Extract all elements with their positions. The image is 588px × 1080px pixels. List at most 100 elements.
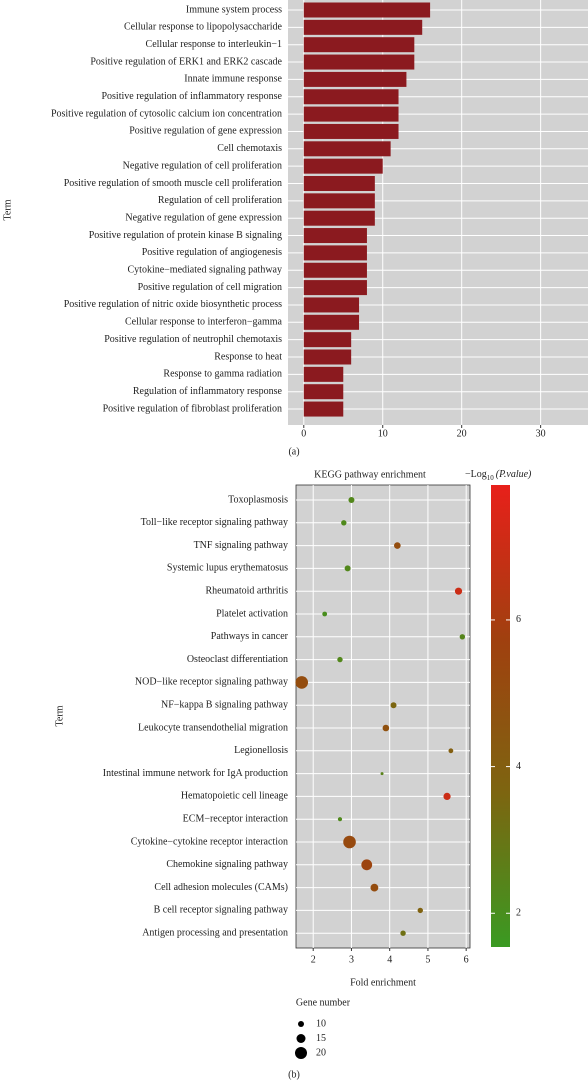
y-tick-label: Positive regulation of cell migration xyxy=(138,282,282,293)
bubble xyxy=(459,634,466,640)
bar xyxy=(303,228,367,244)
x-tick-label: 10 xyxy=(378,428,388,439)
colorbar xyxy=(491,485,510,947)
y-tick-label: Cell chemotaxis xyxy=(217,143,282,154)
y-tick-label: Positive regulation of smooth muscle cel… xyxy=(64,178,282,189)
y-tick-label: Positive regulation of fibroblast prolif… xyxy=(103,403,282,414)
bar xyxy=(303,89,399,105)
y-tick-label: Positive regulation of nitric oxide bios… xyxy=(64,299,282,310)
y-tick-label: Pathways in cancer xyxy=(211,631,289,642)
bar xyxy=(303,106,399,122)
bubble xyxy=(337,817,343,822)
bar xyxy=(303,314,360,330)
colorbar-title-prefix: −Log xyxy=(465,469,487,480)
colorbar-tick-label: 6 xyxy=(516,614,521,625)
y-axis-label: Term xyxy=(2,199,13,220)
bar xyxy=(303,384,344,400)
y-tick-label: B cell receptor signaling pathway xyxy=(154,905,288,916)
size-legend-label: 20 xyxy=(316,1047,326,1058)
bubble xyxy=(370,883,379,892)
bubble xyxy=(448,748,454,754)
caption: (a) xyxy=(288,446,299,457)
y-tick-label: ECM−receptor interaction xyxy=(183,813,288,824)
x-tick-label: 6 xyxy=(464,954,469,965)
x-tick-label: 5 xyxy=(425,954,430,965)
y-tick-label: Regulation of inflammatory response xyxy=(133,386,283,397)
y-tick-label: Systemic lupus erythematosus xyxy=(167,563,288,574)
y-tick-label: Positive regulation of inflammatory resp… xyxy=(101,91,282,102)
y-tick-label: Rheumatoid arthritis xyxy=(206,585,289,596)
x-tick-label: 0 xyxy=(301,428,306,439)
chart-title: KEGG pathway enrichment xyxy=(314,469,426,480)
y-tick-label: Leukocyte transendothelial migration xyxy=(138,722,288,733)
bar xyxy=(303,19,423,35)
colorbar-tick-label: 2 xyxy=(516,908,521,919)
bar xyxy=(303,54,415,70)
y-tick-label: Intestinal immune network for IgA produc… xyxy=(103,768,288,779)
bubble xyxy=(337,656,343,663)
colorbar-title-sub: 10 xyxy=(487,474,495,482)
y-tick-label: Positive regulation of protein kinase B … xyxy=(89,230,282,241)
bubble xyxy=(390,702,397,709)
x-tick-label: 2 xyxy=(311,954,316,965)
y-tick-label: Positive regulation of cytosolic calcium… xyxy=(51,108,282,119)
bar xyxy=(303,37,415,53)
bar xyxy=(303,158,383,174)
bar xyxy=(303,210,375,226)
y-tick-label: Cytokine−mediated signaling pathway xyxy=(128,265,283,276)
size-legend-label: 15 xyxy=(316,1033,326,1044)
x-tick-label: 20 xyxy=(457,428,467,439)
y-tick-label: Negative regulation of gene expression xyxy=(125,212,282,223)
size-legend-label: 10 xyxy=(316,1018,326,1029)
bar xyxy=(303,2,431,18)
bubble xyxy=(361,859,373,871)
y-tick-label: Negative regulation of cell proliferatio… xyxy=(123,160,282,171)
caption: (b) xyxy=(288,1069,300,1080)
bar xyxy=(303,349,352,365)
y-tick-label: Toxoplasmosis xyxy=(228,494,288,505)
bubble xyxy=(341,520,347,526)
bar xyxy=(303,297,360,313)
y-tick-label: Cellular response to lipopolysaccharide xyxy=(124,22,283,33)
y-axis-label: Term xyxy=(54,705,65,726)
plot-background xyxy=(295,484,471,949)
bar xyxy=(303,280,367,296)
y-tick-label: Antigen processing and presentation xyxy=(142,927,288,938)
y-tick-label: Cell adhesion molecules (CAMs) xyxy=(154,882,288,893)
bar xyxy=(303,176,375,191)
bubble xyxy=(344,565,351,572)
y-tick-label: Hematopoietic cell lineage xyxy=(181,791,289,802)
bar xyxy=(303,193,375,209)
y-tick-label: Cytokine−cytokine receptor interaction xyxy=(131,836,288,847)
bubble xyxy=(454,587,463,595)
bar xyxy=(303,245,367,261)
bubble xyxy=(348,497,355,503)
colorbar-title-text: (P.value) xyxy=(496,469,532,480)
y-tick-label: Positive regulation of neutrophil chemot… xyxy=(104,334,282,345)
y-tick-label: Cellular response to interleukin−1 xyxy=(146,39,282,50)
bar xyxy=(303,71,407,87)
y-tick-label: Legionellosis xyxy=(234,745,288,756)
bubble xyxy=(400,930,406,936)
y-tick-label: Chemokine signaling pathway xyxy=(166,859,288,870)
bubble xyxy=(443,792,451,801)
y-tick-label: Toll−like receptor signaling pathway xyxy=(141,517,288,528)
colorbar-tick-label: 4 xyxy=(516,761,521,772)
y-tick-label: Positive regulation of ERK1 and ERK2 cas… xyxy=(90,56,282,67)
x-tick-label: 3 xyxy=(349,954,354,965)
bubble xyxy=(382,724,390,732)
size-legend-marker xyxy=(295,1047,307,1059)
bubble xyxy=(380,772,384,776)
size-legend-marker xyxy=(296,1034,306,1043)
bubble xyxy=(343,835,356,849)
bar xyxy=(303,141,391,157)
colorbar-title: −Log10 (P.value) xyxy=(465,469,532,481)
y-tick-label: Osteoclast differentiation xyxy=(187,654,288,665)
y-tick-label: TNF signaling pathway xyxy=(194,540,288,551)
y-tick-label: Platelet activation xyxy=(216,608,288,619)
x-tick-label: 30 xyxy=(536,428,546,439)
bar xyxy=(303,123,399,139)
y-tick-label: NOD−like receptor signaling pathway xyxy=(135,677,288,688)
